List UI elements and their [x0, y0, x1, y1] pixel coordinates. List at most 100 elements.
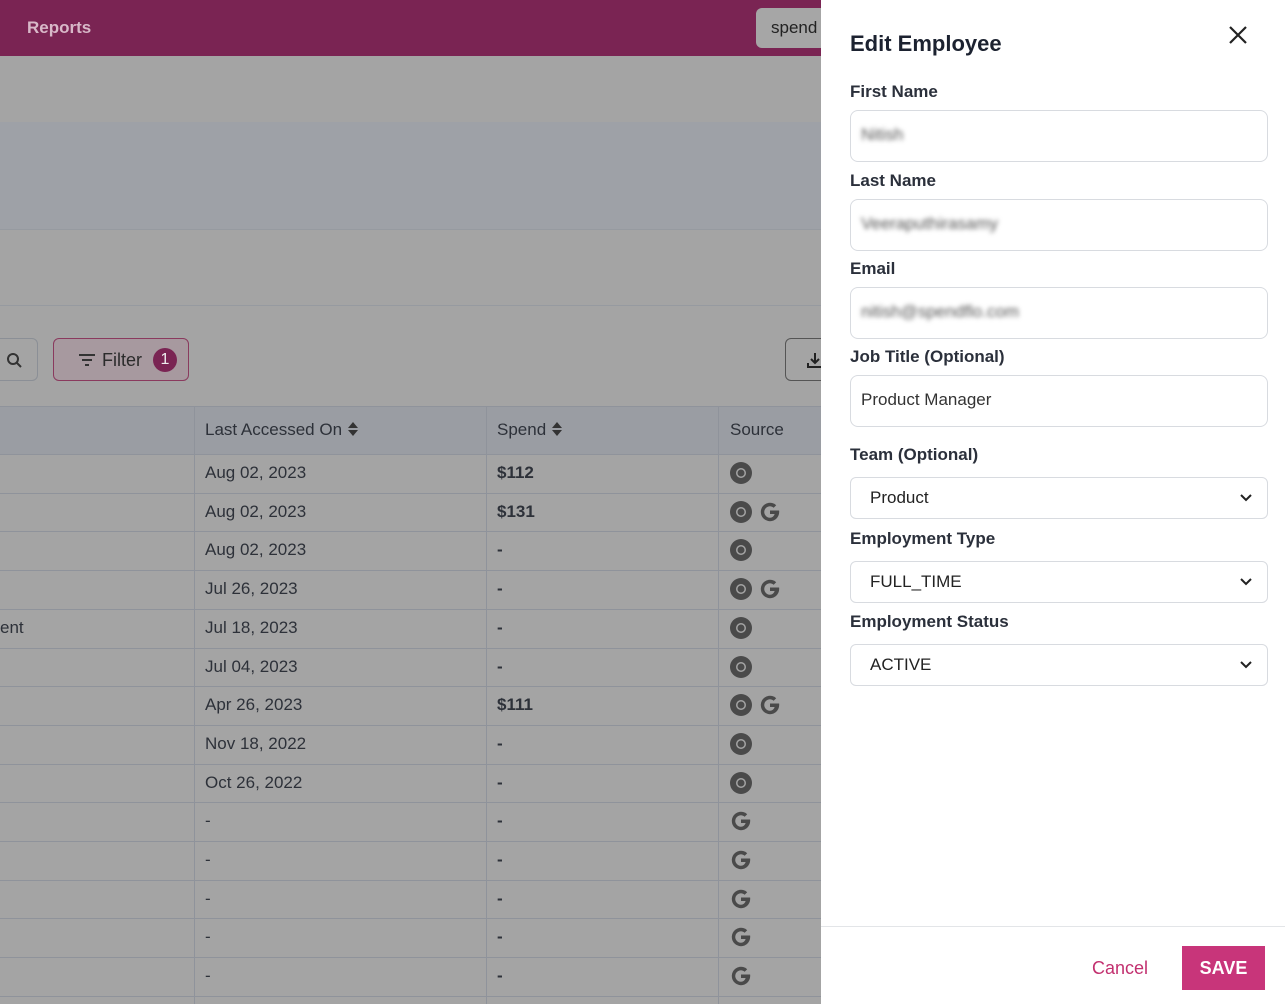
date-cell: Jul 26, 2023	[205, 579, 298, 599]
search-button[interactable]	[0, 338, 38, 381]
row-line	[0, 879, 821, 881]
row-line	[0, 531, 821, 533]
spend-cell: -	[497, 617, 503, 637]
date-cell: -	[205, 927, 211, 947]
row-line	[0, 802, 821, 804]
date-cell: Nov 18, 2022	[205, 733, 307, 753]
text-input[interactable]: Nitish	[850, 110, 1268, 162]
filter-label: Filter	[102, 350, 142, 370]
select-input[interactable]: ACTIVE	[850, 644, 1268, 686]
google-icon	[731, 889, 751, 908]
field-label: Job Title (Optional)	[850, 347, 1005, 366]
banner	[0, 122, 821, 229]
col-line	[194, 406, 195, 1004]
select-value: FULL_TIME	[870, 572, 962, 591]
date-cell: Aug 02, 2023	[205, 501, 307, 521]
chrome-icon	[730, 462, 752, 484]
select-input[interactable]: FULL_TIME	[850, 561, 1268, 603]
filter-button[interactable]: Filter 1	[53, 338, 189, 381]
row-line	[0, 995, 821, 997]
table-header	[0, 406, 821, 454]
date-cell: Aug 02, 2023	[205, 463, 307, 482]
text-input[interactable]: nitish@spendflo.com	[850, 287, 1268, 339]
save-button[interactable]: SAVE	[1182, 946, 1265, 990]
spend-cell: -	[497, 966, 503, 986]
field-label: Employment Type	[850, 529, 996, 548]
chevron	[1240, 661, 1252, 669]
footer-divider	[821, 926, 1285, 927]
header-text: Last Accessed On	[205, 420, 343, 439]
chrome-icon	[730, 694, 752, 717]
text-input[interactable]: Veeraputhirasamy	[850, 199, 1268, 251]
field-label: First Name	[850, 82, 938, 101]
date-cell: Aug 02, 2023	[205, 540, 307, 560]
date-cell: -	[205, 966, 211, 986]
google-icon	[731, 928, 751, 947]
row-line	[0, 918, 821, 920]
close-button[interactable]	[1228, 25, 1248, 45]
top-bar: Reports spend	[0, 0, 836, 56]
google-icon	[731, 966, 751, 986]
input-value: Product Manager	[861, 390, 992, 409]
name-cell: ent	[0, 617, 24, 637]
google-icon	[760, 695, 780, 715]
filter-badge: 1	[153, 348, 177, 372]
header-last-accessed[interactable]: Last Accessed On	[205, 420, 359, 440]
google-icon	[731, 850, 751, 870]
select-input[interactable]: Product	[850, 477, 1268, 519]
spend-cell: -	[497, 579, 503, 599]
search-text: spend	[771, 18, 818, 37]
row-line	[0, 724, 821, 726]
col-line	[718, 406, 719, 1004]
row-line	[0, 454, 821, 455]
google-icon	[760, 579, 780, 599]
chrome-icon	[730, 732, 752, 755]
spend-cell: $111	[497, 695, 533, 715]
chrome-icon	[730, 539, 752, 562]
field-label: Last Name	[850, 171, 936, 190]
google-icon	[731, 812, 751, 831]
spend-cell: -	[497, 888, 503, 908]
date-cell: -	[205, 850, 211, 869]
text-input[interactable]: Product Manager	[850, 375, 1268, 427]
row-line	[0, 570, 821, 572]
row-line	[0, 686, 821, 688]
row-line	[0, 608, 821, 610]
spend-cell: -	[497, 733, 503, 753]
date-cell: Oct 26, 2022	[205, 772, 303, 792]
divider	[0, 305, 821, 306]
input-value: Veeraputhirasamy	[861, 214, 999, 233]
row-line	[0, 841, 821, 842]
input-value: nitish@spendflo.com	[861, 302, 1020, 321]
date-cell: -	[205, 811, 211, 831]
panel-title: Edit Employee	[850, 31, 1002, 56]
input-value: Nitish	[861, 125, 904, 144]
field-label: Employment Status	[850, 612, 1009, 631]
col-line	[486, 406, 487, 1004]
cancel-button[interactable]: Cancel	[1092, 958, 1149, 978]
field-label: Email	[850, 259, 896, 278]
google-icon	[760, 502, 780, 521]
spend-cell: -	[497, 772, 503, 792]
select-value: ACTIVE	[870, 655, 932, 674]
spend-cell: -	[497, 850, 503, 869]
spend-cell: -	[497, 927, 503, 947]
select-value: Product	[870, 488, 929, 507]
spend-cell: -	[497, 811, 503, 831]
row-line	[0, 406, 821, 407]
chrome-icon	[730, 655, 752, 678]
header-source: Source	[730, 420, 784, 439]
chrome-icon	[730, 500, 752, 523]
row-line	[0, 957, 821, 959]
header-spend[interactable]: Spend	[497, 420, 563, 440]
chrome-icon	[730, 578, 752, 601]
spend-cell: -	[497, 540, 503, 560]
chevron	[1240, 578, 1252, 586]
row-line	[0, 763, 821, 765]
spend-cell: -	[497, 656, 503, 676]
date-cell: Jul 18, 2023	[205, 617, 298, 637]
date-cell: Jul 04, 2023	[205, 656, 298, 676]
chrome-icon	[730, 771, 752, 794]
nav-reports[interactable]: Reports	[27, 18, 92, 37]
